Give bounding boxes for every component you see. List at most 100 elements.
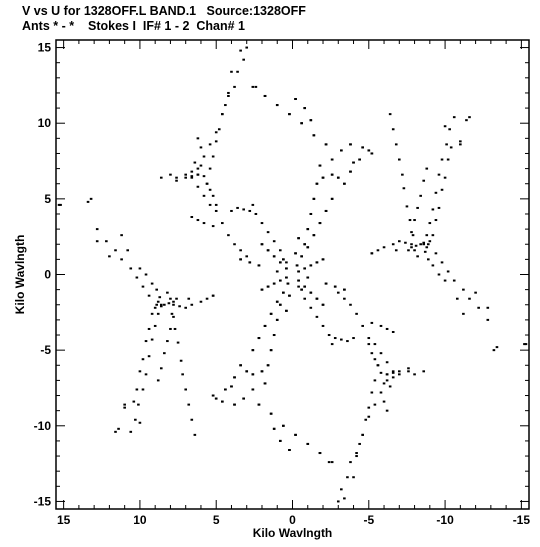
uv-point xyxy=(391,376,395,379)
uv-point xyxy=(376,249,380,252)
uv-point xyxy=(159,367,163,370)
uv-point xyxy=(184,388,187,391)
uv-point xyxy=(263,382,267,385)
uv-point xyxy=(352,337,355,340)
uv-point xyxy=(468,116,471,119)
uv-point xyxy=(318,222,322,225)
uv-point xyxy=(370,352,374,355)
uv-point xyxy=(382,382,386,385)
uv-point xyxy=(95,240,99,243)
uv-point xyxy=(523,343,526,346)
uv-point xyxy=(278,279,282,282)
uv-point xyxy=(155,303,159,306)
uv-point xyxy=(138,370,142,373)
uv-point xyxy=(385,379,389,382)
uv-point xyxy=(495,346,499,349)
y-tick-label: -5 xyxy=(40,343,51,357)
uv-point xyxy=(285,267,288,270)
uv-point xyxy=(336,291,340,294)
uv-point xyxy=(211,294,215,297)
uv-point xyxy=(278,249,282,252)
uv-point xyxy=(455,297,459,300)
uv-point xyxy=(199,300,203,303)
uv-point xyxy=(95,228,99,231)
uv-point xyxy=(144,373,148,376)
uv-point xyxy=(408,219,412,222)
axis-ticks xyxy=(56,40,529,509)
uv-point xyxy=(196,173,200,176)
uv-point xyxy=(254,212,258,215)
uv-point xyxy=(343,497,346,500)
uv-point xyxy=(114,430,117,433)
uv-point xyxy=(349,303,352,306)
uv-point xyxy=(343,297,346,300)
uv-point xyxy=(135,388,139,391)
uv-point xyxy=(419,194,422,197)
uv-point xyxy=(184,306,187,309)
uv-point xyxy=(303,297,307,300)
uv-point xyxy=(257,403,261,406)
uv-point xyxy=(272,240,276,243)
uv-point xyxy=(422,179,426,182)
uv-point xyxy=(230,70,233,73)
uv-point xyxy=(388,113,392,116)
uv-point xyxy=(117,427,120,430)
uv-point xyxy=(324,209,328,212)
uv-point xyxy=(202,175,206,178)
uv-point xyxy=(361,146,364,149)
uv-point xyxy=(385,373,389,376)
x-tick-label: 10 xyxy=(133,513,147,527)
uv-point xyxy=(141,285,145,288)
uv-point xyxy=(251,349,255,352)
uv-point xyxy=(150,338,154,341)
uv-point xyxy=(346,340,349,343)
uv-point xyxy=(425,234,429,237)
uv-point xyxy=(330,461,334,464)
uv-point xyxy=(266,285,270,288)
uv-point xyxy=(230,209,233,212)
uv-point xyxy=(321,324,325,327)
uv-point xyxy=(190,176,194,179)
uv-point xyxy=(367,149,371,152)
uv-point xyxy=(144,340,148,343)
uv-point xyxy=(211,225,215,228)
uv-point xyxy=(477,306,480,309)
uv-point xyxy=(370,321,374,324)
uv-point xyxy=(486,306,490,309)
uv-point xyxy=(190,170,194,173)
uv-point xyxy=(178,305,181,308)
uv-point xyxy=(269,349,273,352)
x-tick-label: 15 xyxy=(57,513,71,527)
uv-point xyxy=(236,70,239,73)
uv-point xyxy=(349,143,352,146)
x-axis-label: Kilo Wavlngth xyxy=(253,526,333,540)
uv-point xyxy=(324,143,328,146)
uv-point xyxy=(379,391,383,394)
uv-point xyxy=(379,352,383,355)
uv-point xyxy=(138,267,142,270)
uv-point xyxy=(150,312,154,315)
uv-point xyxy=(275,270,279,273)
uv-point xyxy=(401,173,404,176)
uv-point xyxy=(410,243,413,246)
uv-point xyxy=(437,173,441,176)
uv-point xyxy=(388,385,392,388)
uv-point xyxy=(295,264,299,267)
uv-point xyxy=(416,255,419,258)
uv-point xyxy=(196,185,200,188)
uv-point xyxy=(306,442,310,445)
uv-point xyxy=(120,258,123,261)
uv-point xyxy=(431,234,435,237)
uv-point xyxy=(385,409,389,412)
uv-point xyxy=(239,49,242,52)
uv-point xyxy=(199,164,203,167)
uv-point xyxy=(138,421,142,424)
uv-point xyxy=(330,173,334,176)
uv-point xyxy=(446,270,450,273)
uv-point xyxy=(312,234,316,237)
uv-point xyxy=(306,276,310,279)
chart-title-line-2: Ants * - * Stokes I IF# 1 - 2 Chan# 1 xyxy=(22,19,245,33)
uv-point xyxy=(159,303,163,306)
uv-point xyxy=(394,143,398,146)
